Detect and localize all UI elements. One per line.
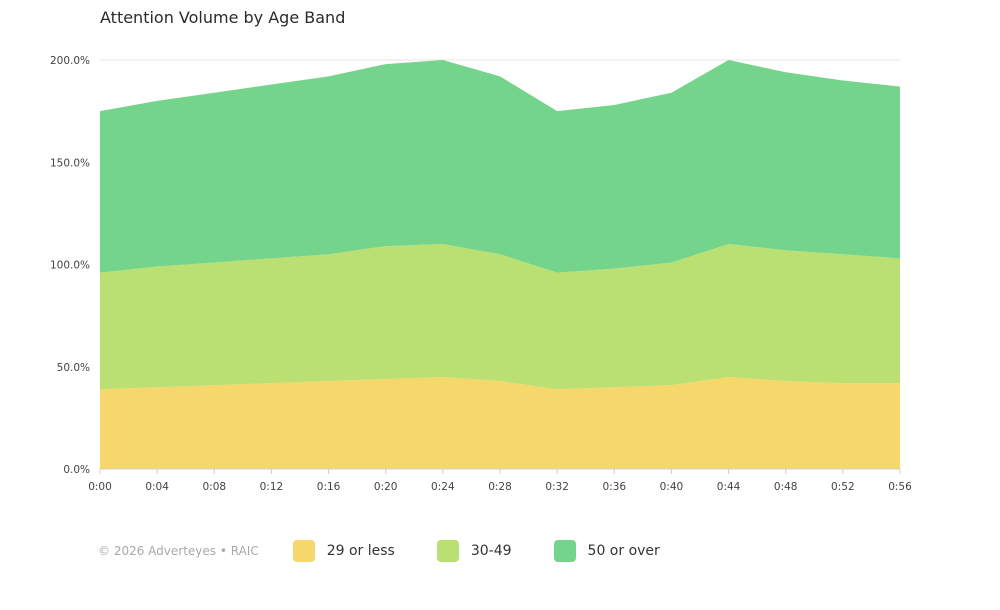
x-tick-label: 0:24 bbox=[431, 481, 455, 493]
legend-item-29-or-less[interactable]: 29 or less bbox=[292, 540, 395, 562]
y-tick-label: 50.0% bbox=[57, 362, 90, 374]
x-tick-label: 0:16 bbox=[317, 481, 341, 493]
axes: 0.0% 50.0% 100.0% 150.0% 200.0% 0:00 0:04 0:08 0… bbox=[50, 55, 912, 493]
legend-label-50-or-over: 50 or over bbox=[587, 543, 660, 559]
x-tick-label: 0:52 bbox=[831, 481, 855, 493]
x-tick-label: 0:20 bbox=[374, 481, 398, 493]
area-series-30-49[interactable] bbox=[100, 244, 900, 390]
chart-title: Attention Volume by Age Band bbox=[100, 8, 346, 27]
x-tick-label: 0:32 bbox=[545, 481, 569, 493]
y-tick-label: 150.0% bbox=[50, 157, 90, 169]
legend: 29 or less 30-49 50 or over bbox=[292, 540, 702, 562]
area-series bbox=[100, 60, 900, 469]
y-tick-label: 100.0% bbox=[50, 260, 90, 272]
area-series-50-or-over[interactable] bbox=[100, 60, 900, 273]
y-tick-label: 200.0% bbox=[50, 55, 90, 67]
legend-label-29-or-less: 29 or less bbox=[326, 543, 395, 559]
x-tick-label: 0:44 bbox=[717, 481, 741, 493]
copyright-text: © 2026 Adverteyes • RAIC bbox=[98, 544, 259, 558]
legend-swatch-30-49 bbox=[436, 540, 459, 562]
x-tick-label: 0:48 bbox=[774, 481, 798, 493]
x-tick-label: 0:08 bbox=[202, 481, 226, 493]
x-tick-label: 0:28 bbox=[488, 481, 512, 493]
legend-item-50-or-over[interactable]: 50 or over bbox=[553, 540, 660, 562]
legend-swatch-50-or-over bbox=[553, 540, 576, 562]
legend-item-30-49[interactable]: 30-49 bbox=[436, 540, 512, 562]
legend-label-30-49: 30-49 bbox=[470, 543, 512, 559]
x-tick-label: 0:04 bbox=[145, 481, 169, 493]
x-tick-label: 0:40 bbox=[660, 481, 684, 493]
y-tick-label: 0.0% bbox=[63, 464, 90, 476]
x-tick-label: 0:12 bbox=[260, 481, 284, 493]
area-series-29-or-less[interactable] bbox=[100, 376, 900, 469]
chart-footer: © 2026 Adverteyes • RAIC 29 or less 30-4… bbox=[98, 538, 702, 564]
legend-swatch-29-or-less bbox=[292, 540, 315, 562]
x-tick-label: 0:36 bbox=[602, 481, 626, 493]
x-tick-label: 0:00 bbox=[88, 481, 112, 493]
x-tick-label: 0:56 bbox=[888, 481, 912, 493]
